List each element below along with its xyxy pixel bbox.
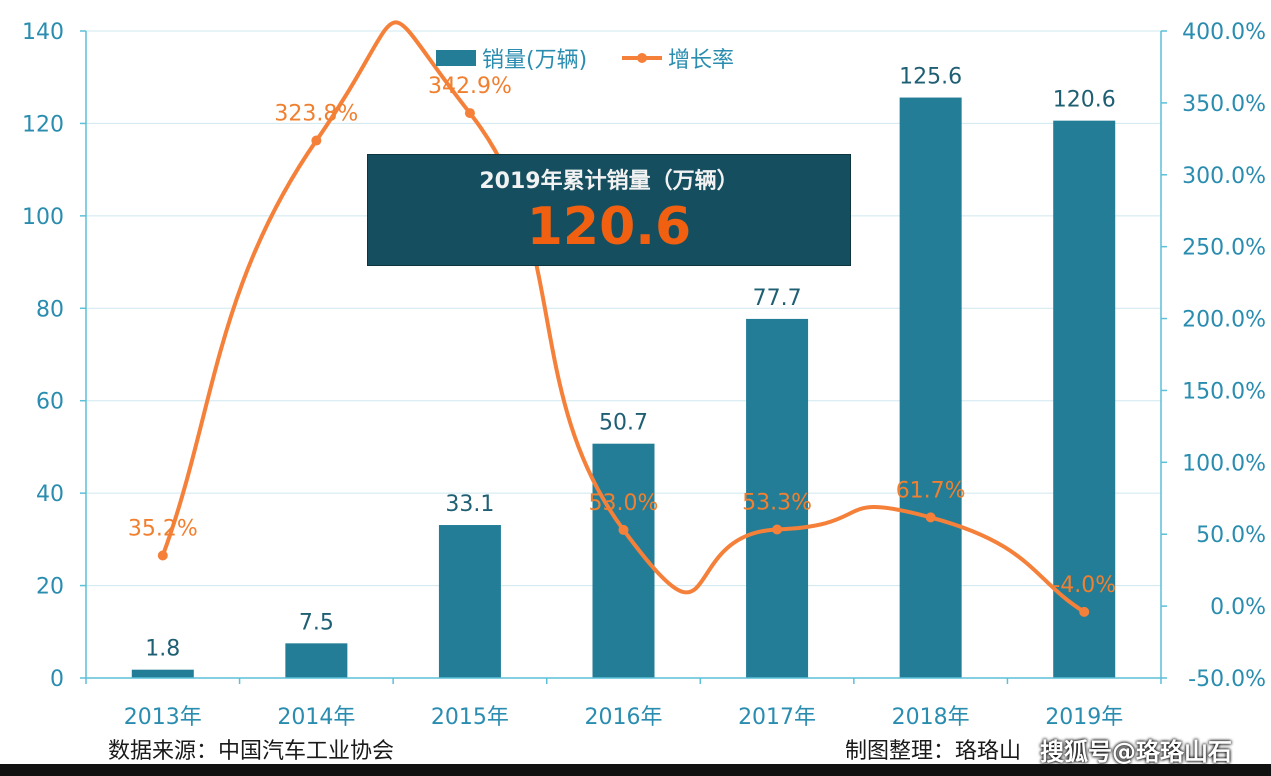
callout-value: 120.6 bbox=[526, 197, 692, 257]
bar-value-label: 33.1 bbox=[445, 492, 494, 517]
ytick-right-label: 200.0% bbox=[1182, 308, 1266, 333]
growth-rate-point bbox=[925, 512, 936, 523]
ytick-right-label: 350.0% bbox=[1182, 92, 1266, 117]
chart-credit: 制图整理：珞珞山 bbox=[845, 739, 1022, 764]
growth-rate-label: -4.0% bbox=[1052, 573, 1116, 598]
ytick-left-label: 20 bbox=[36, 575, 64, 600]
bar bbox=[899, 97, 962, 678]
bar bbox=[746, 318, 809, 678]
xtick-label: 2018年 bbox=[892, 705, 970, 730]
growth-rate-point bbox=[157, 550, 168, 561]
bar-series bbox=[131, 97, 1116, 679]
legend-bar-label: 销量(万辆) bbox=[482, 48, 587, 73]
growth-rate-label: 35.2% bbox=[128, 517, 198, 542]
data-source: 数据来源：中国汽车工业协会 bbox=[108, 739, 395, 764]
ytick-left-label: 0 bbox=[50, 667, 64, 692]
ytick-right-label: 100.0% bbox=[1182, 451, 1266, 476]
xtick-label: 2017年 bbox=[738, 705, 816, 730]
bottom-band bbox=[0, 764, 1271, 776]
xtick-label: 2015年 bbox=[431, 705, 509, 730]
growth-rate-label: 53.3% bbox=[742, 490, 812, 515]
ytick-right-label: 0.0% bbox=[1210, 595, 1266, 620]
ytick-right-label: 300.0% bbox=[1182, 164, 1266, 189]
growth-rate-point bbox=[1079, 606, 1090, 617]
ytick-right-label: -50.0% bbox=[1188, 667, 1266, 692]
legend-line-marker bbox=[637, 53, 647, 63]
growth-rate-line bbox=[160, 20, 1087, 614]
bar-value-label: 125.6 bbox=[899, 65, 962, 90]
xtick-label: 2013年 bbox=[124, 705, 202, 730]
ytick-left-label: 100 bbox=[22, 205, 64, 230]
callout-title: 2019年累计销量（万辆） bbox=[479, 169, 739, 194]
growth-rate-label: 61.7% bbox=[896, 478, 966, 503]
xtick-label: 2016年 bbox=[585, 705, 663, 730]
xtick-label: 2014年 bbox=[277, 705, 355, 730]
bar bbox=[438, 525, 501, 678]
growth-rate-point bbox=[464, 108, 475, 119]
axes: 0 20 40 60 80 100 120 140 -50.0% 0.0% 50.0% 100.0% 1… bbox=[22, 20, 1266, 730]
ytick-left-label: 120 bbox=[22, 112, 64, 137]
legend-bar-swatch bbox=[436, 50, 476, 66]
growth-rate-series bbox=[157, 20, 1090, 617]
legend-line-label: 增长率 bbox=[668, 48, 734, 73]
ytick-right-label: 250.0% bbox=[1182, 236, 1266, 261]
growth-rate-point bbox=[311, 135, 322, 146]
bar bbox=[592, 443, 655, 678]
bar bbox=[1053, 120, 1116, 679]
bar-value-label: 77.7 bbox=[753, 286, 802, 311]
ytick-left-label: 40 bbox=[36, 482, 64, 507]
ytick-right-label: 400.0% bbox=[1182, 20, 1266, 45]
callout-box: 2019年累计销量（万辆） 120.6 bbox=[367, 154, 851, 266]
data-labels: 1.8 7.5 33.1 50.7 77.7 125.6 120.6 35.2% 323.8% 3… bbox=[128, 65, 1116, 662]
bar bbox=[131, 669, 194, 678]
bar-value-label: 50.7 bbox=[599, 411, 648, 436]
ytick-right-label: 50.0% bbox=[1196, 523, 1266, 548]
ytick-left-label: 60 bbox=[36, 390, 64, 415]
growth-rate-point bbox=[618, 524, 629, 535]
growth-rate-label: 323.8% bbox=[274, 102, 358, 127]
ytick-right-label: 150.0% bbox=[1182, 379, 1266, 404]
xtick-label: 2019年 bbox=[1045, 705, 1123, 730]
bar-value-label: 120.6 bbox=[1053, 88, 1116, 113]
growth-rate-point bbox=[772, 524, 783, 535]
bar-value-label: 1.8 bbox=[145, 637, 180, 662]
growth-rate-label: 342.9% bbox=[428, 74, 512, 99]
legend: 销量(万辆) 增长率 bbox=[436, 48, 734, 73]
watermark: 搜狐号@珞珞山石 bbox=[1040, 738, 1232, 766]
ytick-left-label: 80 bbox=[36, 297, 64, 322]
growth-rate-label: 53.0% bbox=[589, 491, 659, 516]
ytick-left-label: 140 bbox=[22, 20, 64, 45]
bar-value-label: 7.5 bbox=[299, 610, 334, 635]
bar bbox=[285, 643, 348, 678]
